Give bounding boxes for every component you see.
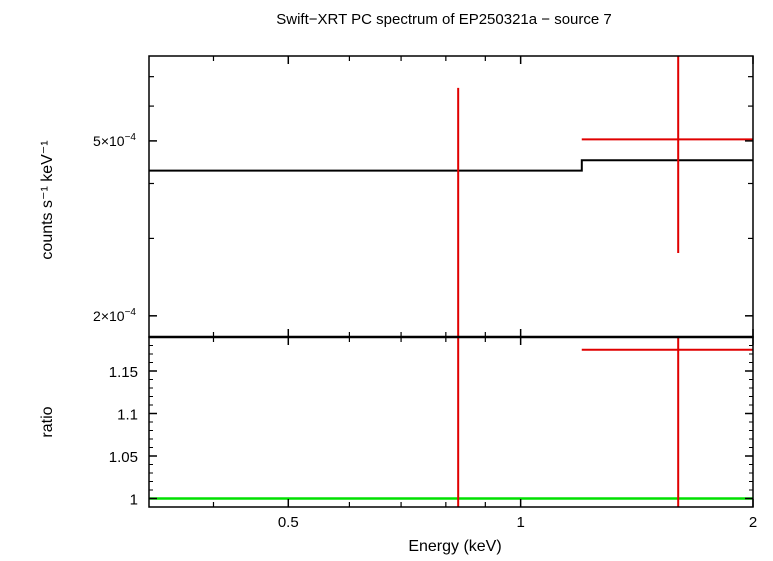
y-axis-label-ratio: ratio bbox=[39, 406, 56, 437]
spectrum-model-line bbox=[149, 159, 753, 172]
y-tick-label: 1.05 bbox=[109, 449, 138, 466]
y-tick-label: 5×10−4 bbox=[93, 132, 136, 149]
x-tick-label: 1 bbox=[516, 514, 524, 531]
ratio-frame bbox=[148, 336, 754, 508]
y-tick-label: 1 bbox=[130, 492, 138, 509]
ratio-panel: 0.5 1 2 1 1.05 1.1 1.15 bbox=[109, 335, 757, 531]
spectrum-frame bbox=[148, 55, 754, 338]
x-tick-label: 2 bbox=[749, 514, 757, 531]
x-axis-label: Energy (keV) bbox=[408, 538, 501, 555]
spectrum-panel: 5×10−4 2×10−4 bbox=[93, 55, 754, 338]
y-tick-label: 1.15 bbox=[109, 364, 138, 381]
x-tick-label: 0.5 bbox=[278, 514, 299, 531]
y-tick-label: 1.1 bbox=[117, 407, 138, 424]
chart-title: Swift−XRT PC spectrum of EP250321a − sou… bbox=[276, 11, 611, 28]
y-axis-label-spectrum: counts s⁻¹ keV⁻¹ bbox=[39, 140, 56, 259]
y-tick-label: 2×10−4 bbox=[93, 307, 136, 324]
